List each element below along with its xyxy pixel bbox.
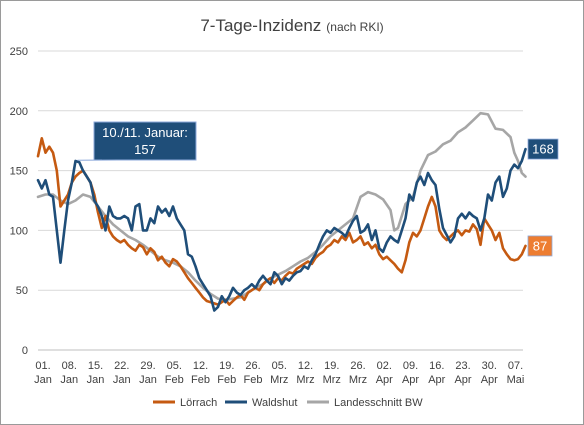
x-tick-label: 01. Jan	[34, 360, 52, 386]
legend: Lörrach Waldshut Landesschnitt BW	[153, 397, 423, 409]
chart-title: 7-Tage-Inzidenz (nach RKI)	[200, 16, 383, 35]
x-tick-label: 26. Mrz	[349, 360, 367, 386]
chart-subtitle: (nach RKI)	[326, 20, 383, 34]
x-tick-label: 05. Mrz	[270, 360, 288, 386]
x-tick-label: 16. Apr	[428, 360, 445, 386]
chart-title-main: 7-Tage-Inzidenz	[200, 16, 321, 35]
x-tick-label: 23. Apr	[454, 360, 471, 386]
x-tick-label: 30. Apr	[481, 360, 498, 386]
annotation-box	[77, 121, 197, 161]
legend-label-landesschnitt-bw: Landesschnitt BW	[334, 397, 423, 409]
legend-label-l-rrach: Lörrach	[180, 397, 217, 409]
y-tick-label: 50	[16, 285, 28, 297]
x-tick-label: 22. Jan	[113, 360, 131, 386]
annotation-line-2: 157	[134, 142, 156, 157]
x-tick-label: 19. Mrz	[323, 360, 341, 386]
y-tick-label: 100	[10, 225, 28, 237]
gridlines	[38, 50, 523, 351]
y-tick-label: 250	[10, 46, 28, 58]
y-tick-label: 150	[10, 166, 28, 178]
x-tick-label: 12. Feb	[191, 360, 210, 386]
x-tick-label: 05. Feb	[165, 360, 184, 386]
x-tick-label: 02. Apr	[376, 360, 393, 386]
end-label-box-waldshut	[527, 138, 559, 160]
x-tick-label: 19. Feb	[217, 360, 236, 386]
x-tick-label: 15. Jan	[87, 360, 105, 386]
series-line-waldshut	[36, 147, 527, 312]
annotation-callout: 10./11. Januar: 157	[77, 121, 197, 161]
x-tick-label: 29. Jan	[139, 360, 157, 386]
series-line-l-rrach	[36, 137, 527, 306]
x-tick-label: 12. Mrz	[296, 360, 314, 386]
end-label-l-rrach: 87	[533, 238, 547, 253]
x-tick-label: 08. Jan	[60, 360, 78, 386]
end-label-box-l-rrach	[527, 235, 553, 257]
end-label-waldshut: 168	[532, 142, 554, 157]
annotation-line-1: 10./11. Januar:	[102, 125, 188, 140]
y-tick-label: 200	[10, 106, 28, 118]
x-tick-label: 07. Mai	[507, 360, 525, 386]
y-axis-ticks: 0 50 100 150 200 250	[10, 46, 28, 357]
end-value-labels: 168 87	[527, 138, 559, 257]
x-tick-label: 09. Apr	[402, 360, 419, 386]
y-tick-label: 0	[22, 345, 28, 357]
x-tick-label: 26. Feb	[244, 360, 263, 386]
series-line-landesschnitt-bw	[36, 111, 527, 302]
legend-label-waldshut: Waldshut	[252, 397, 297, 409]
series-lines	[36, 111, 527, 312]
x-axis-ticks: 01. Jan 08. Jan 15. Jan 22. Jan 29. Jan 05. Feb 12. F…	[34, 360, 524, 386]
